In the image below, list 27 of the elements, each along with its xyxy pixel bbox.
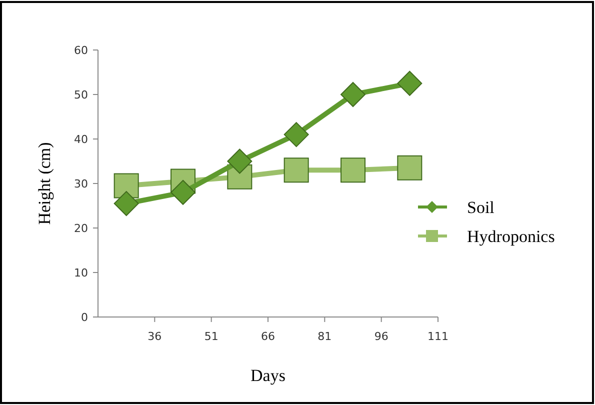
point <box>397 155 422 180</box>
x-tick-label: 111 <box>428 330 448 343</box>
y-tick-label: 30 <box>74 178 88 190</box>
x-tick-label: 66 <box>261 330 275 343</box>
point <box>114 191 139 216</box>
point <box>170 180 196 205</box>
legend-label: Hydroponics <box>467 227 555 246</box>
x-tick-label: 36 <box>148 330 162 343</box>
y-tick-label: 20 <box>74 222 88 235</box>
x-tick-label: 81 <box>318 330 332 343</box>
x-axis-title: Days <box>250 366 286 385</box>
point <box>284 158 309 183</box>
y-tick-label: 10 <box>74 266 88 280</box>
x-tick-label: 96 <box>374 330 388 343</box>
legend-label: Soil <box>467 198 495 217</box>
point <box>114 173 139 198</box>
x-tick-label: 51 <box>204 330 218 343</box>
y-tick-label: 0 <box>81 311 88 324</box>
point <box>397 70 422 96</box>
point <box>340 158 366 183</box>
y-tick-label: 60 <box>74 44 88 57</box>
y-tick-label: 50 <box>74 88 88 102</box>
point <box>340 82 366 107</box>
point <box>227 148 252 174</box>
y-axis-title: Height (cm) <box>35 142 54 225</box>
point <box>284 122 309 148</box>
y-tick-label: 40 <box>74 133 88 146</box>
